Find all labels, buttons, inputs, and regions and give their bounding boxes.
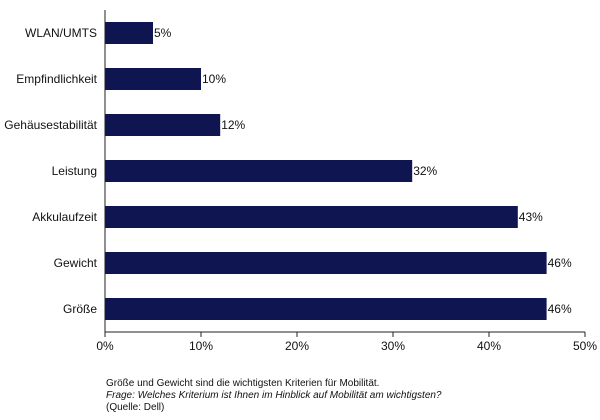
bar-empfindlichkeit: [105, 68, 201, 90]
bar-chart: WLAN/UMTS Empfindlichkeit Gehäusestabilitä…: [4, 10, 597, 353]
x-tick-label: 20%: [285, 339, 309, 353]
category-labels-group: WLAN/UMTS Empfindlichkeit Gehäusestabilitä…: [4, 26, 97, 316]
value-label-gewicht: 46%: [548, 256, 572, 270]
bar-gewicht: [105, 252, 547, 274]
value-label-gr-e: 46%: [548, 302, 572, 316]
bar-geh-usestabilit-t: [105, 114, 221, 136]
bar-gr-e: [105, 298, 547, 320]
category-label-leistung: Leistung: [52, 164, 97, 178]
category-label-akkulaufzeit: Akkulaufzeit: [32, 210, 97, 224]
bar-leistung: [105, 160, 413, 182]
bar-akkulaufzeit: [105, 206, 518, 228]
value-label-wlan-umts: 5%: [154, 26, 172, 40]
caption-summary: Größe und Gewicht sind die wichtigsten K…: [106, 378, 380, 389]
value-label-empfindlichkeit: 10%: [202, 72, 226, 86]
x-tick-label: 0%: [96, 339, 114, 353]
category-label-geh-usestabilit-t: Gehäusestabilität: [4, 118, 97, 132]
caption-source: (Quelle: Dell): [106, 402, 165, 413]
category-label-wlan-umts: WLAN/UMTS: [25, 26, 97, 40]
value-label-geh-usestabilit-t: 12%: [221, 118, 245, 132]
category-label-gewicht: Gewicht: [54, 256, 98, 270]
category-label-gr-e: Größe: [63, 302, 97, 316]
chart-caption: Größe und Gewicht sind die wichtigsten K…: [106, 378, 442, 414]
value-labels-group: 5% 10% 12% 32% 43% 46% 46%: [154, 26, 572, 316]
bar-wlan-umts: [105, 22, 153, 44]
x-tick-label: 50%: [573, 339, 597, 353]
x-tick-label: 40%: [477, 339, 501, 353]
caption-question: Frage: Welches Kriterium ist Ihnen im Hi…: [106, 390, 442, 401]
value-label-leistung: 32%: [413, 164, 437, 178]
x-ticks-group: 0% 10% 20% 30% 40% 50%: [96, 332, 597, 353]
x-tick-label: 30%: [381, 339, 405, 353]
bars-group: [105, 22, 547, 320]
category-label-empfindlichkeit: Empfindlichkeit: [16, 72, 97, 86]
value-label-akkulaufzeit: 43%: [519, 210, 543, 224]
x-tick-label: 10%: [189, 339, 213, 353]
